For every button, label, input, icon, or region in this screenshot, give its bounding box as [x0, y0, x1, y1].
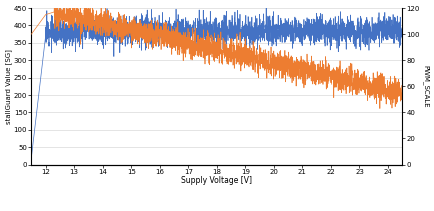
X-axis label: Supply Voltage [V]: Supply Voltage [V]: [181, 176, 252, 185]
PWM_SCALE: [71, 20, 76, 23]
stallGuard load: [391, 17, 397, 19]
stallGuard load: [29, 156, 34, 159]
PWM_SCALE: [187, 42, 192, 45]
PWM_SCALE: [376, 107, 381, 110]
PWM_SCALE: [392, 105, 397, 108]
PWM_SCALE: [93, 18, 98, 21]
PWM_SCALE: [29, 33, 34, 35]
PWM_SCALE: [399, 88, 404, 91]
stallGuard load: [263, 7, 268, 9]
Line: PWM_SCALE: PWM_SCALE: [31, 8, 401, 108]
PWM_SCALE: [352, 72, 357, 75]
stallGuard load: [399, 31, 404, 34]
stallGuard load: [171, 27, 176, 29]
Y-axis label: PWM_SCALE: PWM_SCALE: [422, 65, 428, 108]
stallGuard load: [93, 35, 98, 38]
PWM_SCALE: [171, 35, 176, 37]
PWM_SCALE: [52, 7, 57, 9]
stallGuard load: [352, 35, 357, 38]
stallGuard load: [71, 35, 76, 37]
stallGuard load: [187, 31, 192, 34]
Line: stallGuard load: stallGuard load: [31, 8, 401, 158]
Y-axis label: stallGuard Value [SG]: stallGuard Value [SG]: [6, 49, 12, 124]
